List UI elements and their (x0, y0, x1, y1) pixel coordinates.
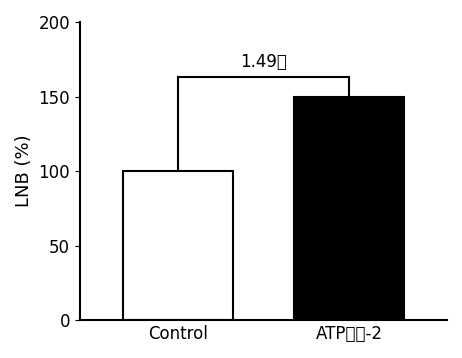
Bar (123, 171, 233, 320)
Y-axis label: LNB (%): LNB (%) (15, 135, 33, 207)
Text: 1.49倍: 1.49倍 (240, 53, 287, 71)
Bar (294, 97, 404, 320)
